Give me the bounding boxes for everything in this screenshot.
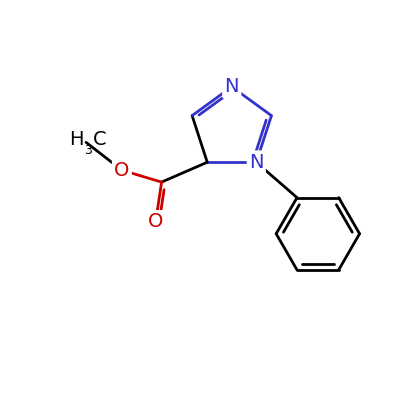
Text: O: O: [148, 212, 163, 231]
Text: H: H: [70, 130, 84, 149]
Text: 3: 3: [84, 144, 92, 157]
Text: C: C: [93, 130, 107, 149]
Text: N: N: [249, 153, 264, 172]
Text: O: O: [114, 161, 130, 180]
Text: N: N: [224, 77, 239, 96]
